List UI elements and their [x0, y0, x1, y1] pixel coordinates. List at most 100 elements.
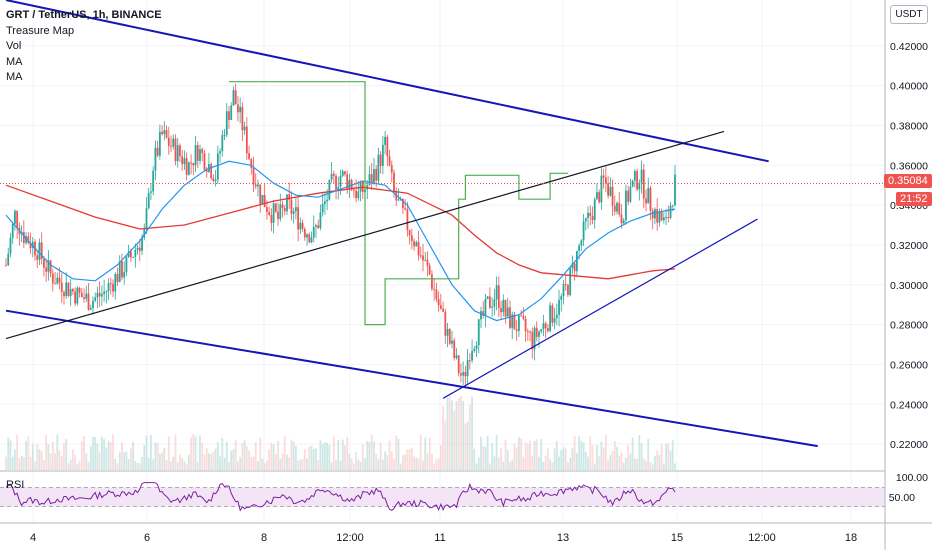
candle-body	[662, 217, 665, 221]
volume-bar	[600, 441, 603, 470]
rsi-band	[0, 487, 885, 507]
rsi-label[interactable]: RSI	[6, 479, 25, 491]
volume-bar	[76, 463, 79, 470]
volume-bar	[165, 459, 168, 470]
volume-bar	[491, 443, 494, 470]
indicator-ma-2[interactable]: MA	[6, 71, 23, 83]
candle-body	[11, 223, 14, 238]
candle-body	[254, 184, 257, 187]
volume-bar	[123, 452, 126, 470]
symbol-title[interactable]: GRT / TetherUS, 1h, BINANCE	[6, 9, 162, 21]
volume-bar	[551, 462, 554, 470]
candle-body	[7, 253, 10, 266]
volume-bar	[266, 460, 268, 470]
candle-body	[9, 237, 12, 254]
candle-body	[107, 283, 110, 292]
volume-bar	[390, 451, 393, 470]
candle-body	[185, 158, 188, 175]
candle-body	[622, 220, 625, 224]
volume-bar	[230, 450, 233, 470]
volume-bar	[212, 451, 215, 470]
candle-body	[196, 145, 199, 161]
candle-body	[92, 300, 94, 309]
candle-body	[134, 249, 137, 257]
volume-bar	[163, 448, 166, 470]
candle-body	[344, 171, 346, 175]
candle-body	[332, 173, 335, 176]
candle-body	[502, 299, 505, 313]
y-tick-label: 0.22000	[890, 439, 928, 451]
volume-bar	[83, 436, 85, 470]
volume-bar	[424, 437, 427, 470]
volume-bar	[511, 459, 514, 470]
candle-body	[560, 296, 563, 300]
volume-bar	[473, 448, 476, 470]
candle-body	[129, 251, 132, 258]
volume-bar	[183, 461, 186, 470]
candle-body	[375, 169, 378, 181]
volume-bar	[477, 457, 480, 470]
candle-body	[564, 284, 567, 286]
volume-bar	[132, 441, 135, 470]
volume-bar	[85, 453, 88, 470]
candle-body	[283, 207, 286, 212]
volume-bar	[214, 448, 217, 470]
volume-bar	[205, 448, 208, 470]
volume-bar	[7, 437, 10, 470]
volume-bar	[654, 455, 656, 470]
candle-body	[567, 284, 569, 295]
candle-body	[667, 217, 670, 219]
candle-body	[544, 323, 547, 329]
candle-body	[575, 250, 578, 272]
volume-bar	[245, 446, 248, 470]
volume-bar	[319, 440, 322, 470]
volume-bar	[584, 451, 587, 470]
volume-bar	[569, 457, 572, 470]
candle-body	[446, 328, 449, 336]
candle-body	[176, 145, 179, 162]
volume-bar	[580, 440, 583, 470]
volume-bar	[346, 436, 349, 470]
candle-body	[426, 259, 429, 266]
currency-button[interactable]: USDT	[890, 5, 928, 24]
indicator-ma-1[interactable]: MA	[6, 55, 23, 68]
candle-body	[161, 131, 163, 135]
volume-bar	[270, 443, 273, 470]
candle-body	[109, 283, 112, 285]
volume-bar	[460, 395, 462, 470]
volume-bar	[295, 446, 297, 470]
candle-body	[573, 263, 576, 272]
candle-body	[377, 154, 380, 181]
candle-body	[312, 226, 315, 238]
volume-bar	[589, 436, 592, 470]
volume-bar	[38, 449, 41, 470]
volume-bar	[453, 411, 456, 470]
candle-body	[170, 145, 172, 147]
volume-bar	[154, 442, 157, 470]
indicator-treasure-map[interactable]: Treasure Map	[6, 24, 75, 37]
candle-body	[181, 156, 184, 164]
candle-body	[571, 263, 574, 269]
volume-bar	[138, 463, 141, 470]
volume-bar	[63, 443, 65, 470]
candle-body	[495, 285, 498, 300]
candle-body	[167, 137, 170, 146]
candle-body	[671, 205, 674, 207]
candle-body	[471, 350, 473, 361]
candle-body	[424, 259, 427, 261]
candle-body	[292, 211, 295, 214]
volume-bar	[315, 448, 317, 470]
volume-bar	[665, 443, 667, 470]
volume-bar	[636, 458, 638, 470]
candle-body	[127, 251, 130, 257]
candle-body	[518, 315, 520, 332]
candle-body	[201, 149, 204, 154]
volume-bar	[40, 450, 43, 470]
candle-body	[475, 345, 478, 349]
indicator-vol[interactable]: Vol	[6, 40, 22, 52]
volume-bar	[143, 445, 146, 470]
volume-bar	[147, 457, 150, 470]
candle-body	[228, 111, 230, 121]
volume-bar	[274, 454, 277, 470]
